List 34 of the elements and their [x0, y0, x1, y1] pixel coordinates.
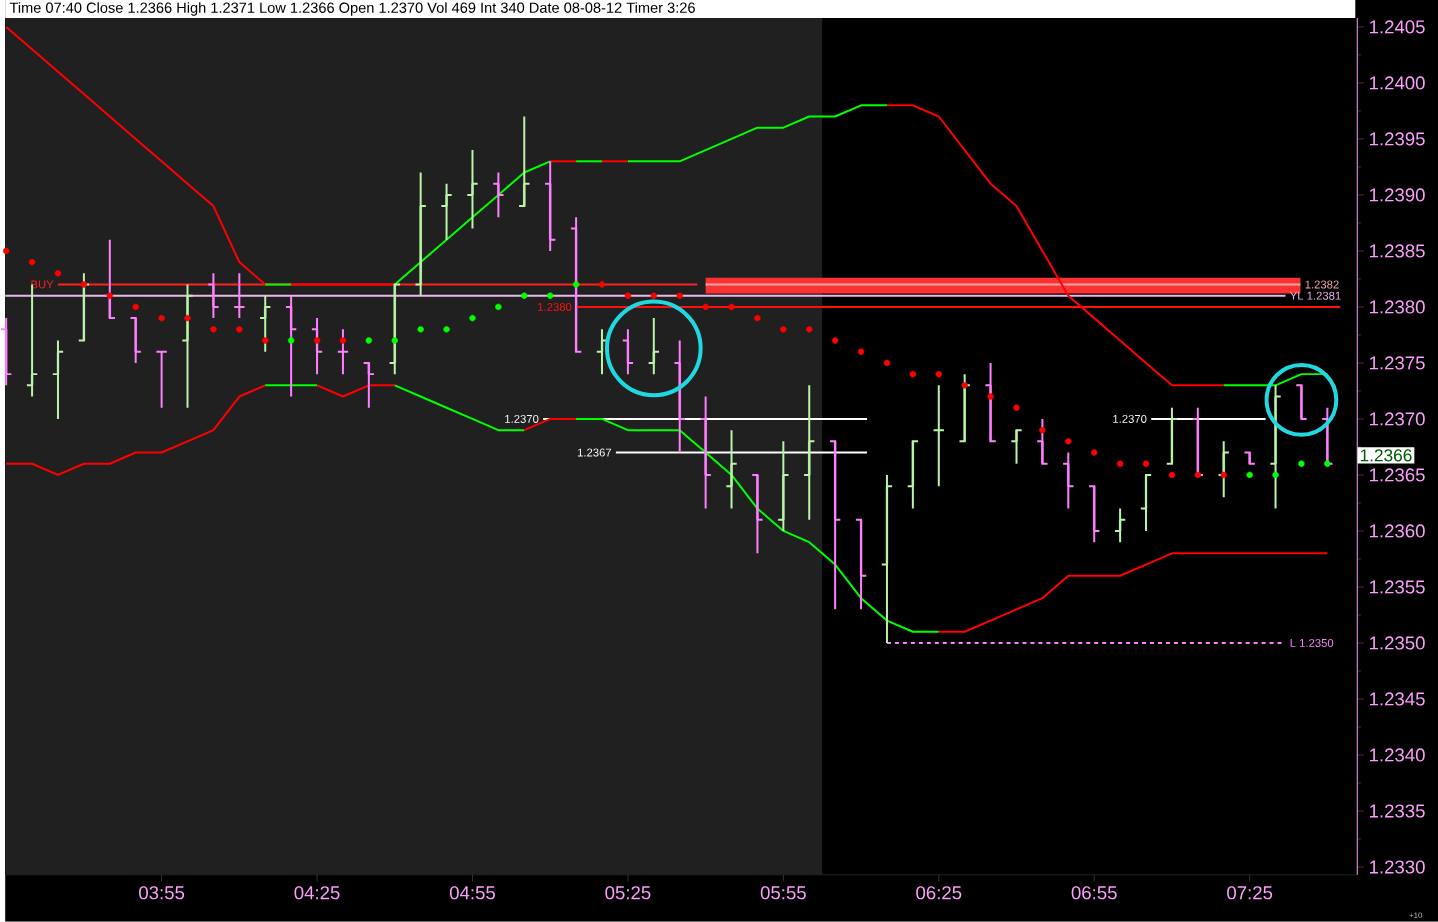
- y-tick-label: 1.2335: [1370, 804, 1425, 818]
- y-tick-label: 1.2350: [1370, 636, 1425, 650]
- annotation: 1.2367: [577, 448, 612, 457]
- y-tick-label: 1.2365: [1370, 468, 1425, 482]
- annotation: YL 1.2381: [1289, 291, 1341, 300]
- y-tick-label: 1.2390: [1370, 188, 1425, 202]
- x-tick-label: 04:55: [449, 886, 495, 900]
- y-tick-label: 1.2380: [1370, 300, 1425, 314]
- y-tick-label: 1.2385: [1370, 244, 1425, 258]
- y-tick-label: 1.2345: [1370, 692, 1425, 706]
- annotation: 1.2370: [1113, 415, 1147, 424]
- annotation: L 1.2350: [1290, 639, 1334, 648]
- annotation: BUY: [31, 280, 54, 289]
- x-tick-label: 06:25: [916, 886, 962, 900]
- y-tick-label: 1.2330: [1370, 860, 1425, 874]
- x-tick-label: 05:25: [605, 886, 651, 900]
- y-tick-label: 1.2405: [1370, 20, 1425, 34]
- x-tick-label: 03:55: [139, 886, 185, 900]
- y-tick-label: 1.2360: [1370, 524, 1425, 538]
- y-tick-label: 1.2375: [1370, 356, 1425, 370]
- y-tick-label: 1.2395: [1370, 132, 1425, 146]
- x-tick-label: 06:55: [1071, 886, 1117, 900]
- x-tick-label: 05:55: [760, 886, 806, 900]
- annotation: 1.2370: [505, 415, 539, 424]
- chart-title: Time 07:40 Close 1.2366 High 1.2371 Low 1.2366 Open 1.2370 Vol 469 Int 340 Date 08-08-12 Timer 3:26: [9, 2, 695, 16]
- annotation: 1.2366: [1360, 449, 1412, 462]
- y-tick-label: 1.2370: [1370, 412, 1425, 426]
- y-tick-label: 1.2340: [1370, 748, 1425, 762]
- y-tick-label: 1.2400: [1370, 76, 1425, 90]
- x-tick-label: 07:25: [1227, 886, 1273, 900]
- annotation: 1.2380: [538, 303, 572, 312]
- y-tick-label: 1.2355: [1370, 580, 1425, 594]
- x-tick-label: 04:25: [294, 886, 340, 900]
- annotation: 1.2382: [1305, 280, 1339, 289]
